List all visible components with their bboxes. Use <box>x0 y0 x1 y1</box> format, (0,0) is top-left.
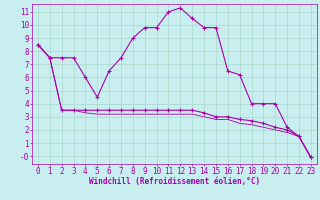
X-axis label: Windchill (Refroidissement éolien,°C): Windchill (Refroidissement éolien,°C) <box>89 177 260 186</box>
